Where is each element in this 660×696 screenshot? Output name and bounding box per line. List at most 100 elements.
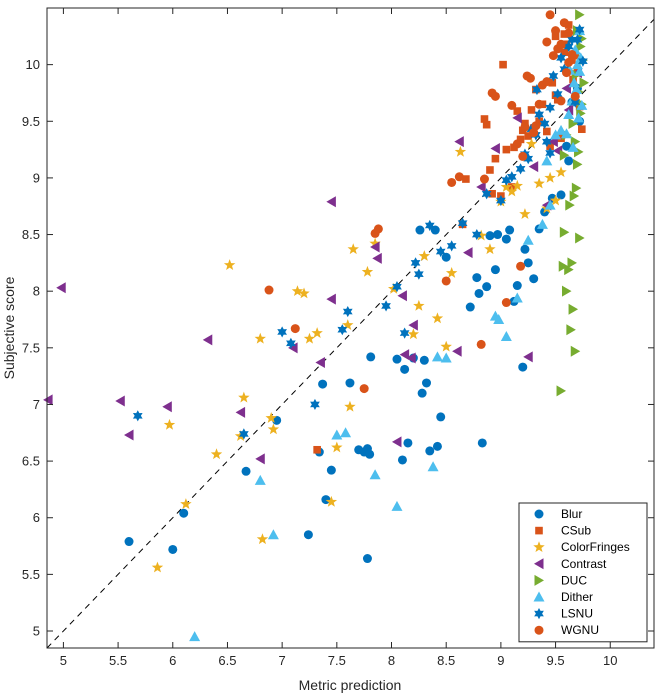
- point-dither: [573, 112, 585, 123]
- point-wgnu: [562, 68, 572, 78]
- point-blur: [518, 362, 528, 372]
- point-lsnu: [337, 324, 348, 336]
- point-wgnu: [290, 324, 300, 334]
- point-duc: [562, 285, 572, 297]
- point-lsnu: [574, 23, 585, 36]
- point-wgnu: [531, 121, 541, 131]
- point-csub: [513, 107, 522, 115]
- series-lsnu: [132, 23, 588, 440]
- point-contrast: [399, 349, 410, 361]
- legend-marker-duc: [534, 574, 544, 586]
- point-blur: [512, 281, 522, 291]
- point-dither: [555, 124, 567, 135]
- point-wgnu: [570, 91, 580, 101]
- point-colorfringes: [431, 312, 444, 324]
- point-dither: [550, 129, 562, 140]
- y-tick-label: 6.5: [22, 454, 40, 469]
- point-blur: [505, 225, 515, 235]
- point-wgnu: [542, 37, 552, 47]
- axis-ticks: 5 5.5 6 6.5 7 7.5 8 8.5 9 9.5 10 5 5.5 6 6.5 7 7.5 8 8.5 9 9…: [22, 8, 654, 668]
- point-wgnu: [516, 261, 526, 271]
- point-colorfringes: [303, 332, 316, 344]
- point-blur: [366, 352, 376, 362]
- legend-marker-blur: [534, 509, 544, 519]
- point-wgnu: [518, 151, 528, 161]
- point-blur: [417, 388, 427, 398]
- point-blur: [403, 438, 413, 448]
- point-colorfringes: [254, 332, 266, 344]
- point-blur: [441, 252, 451, 262]
- point-contrast: [372, 252, 382, 264]
- point-colorfringes: [369, 237, 381, 249]
- point-csub: [578, 125, 586, 134]
- point-dither: [541, 155, 553, 166]
- point-lsnu: [399, 327, 410, 339]
- point-contrast: [326, 196, 336, 208]
- point-blur: [168, 544, 178, 554]
- point-wgnu: [447, 177, 457, 187]
- point-lsnu: [435, 245, 446, 258]
- point-lsnu: [572, 34, 583, 46]
- x-tick-label: 7: [279, 653, 286, 668]
- point-lsnu: [381, 300, 391, 312]
- x-tick-label: 8: [388, 653, 395, 668]
- point-dither: [267, 529, 279, 540]
- point-dither: [427, 461, 439, 472]
- y-tick-label: 5: [33, 624, 40, 639]
- legend-box: [518, 502, 648, 643]
- point-blur: [419, 355, 429, 365]
- point-duc: [579, 77, 590, 89]
- point-blur: [326, 465, 336, 475]
- point-colorfringes: [325, 495, 338, 507]
- plot-frame: [46, 7, 655, 649]
- point-dither: [440, 352, 452, 363]
- point-colorfringes: [265, 412, 277, 423]
- point-duc: [567, 257, 577, 269]
- legend-marker-lsnu: [534, 608, 544, 620]
- point-dither: [544, 199, 556, 210]
- point-contrast: [370, 241, 380, 253]
- point-contrast: [452, 345, 462, 357]
- point-dither: [567, 141, 579, 152]
- point-colorfringes: [407, 328, 420, 340]
- point-colorfringes: [344, 400, 356, 412]
- point-contrast: [523, 351, 533, 363]
- point-duc: [566, 324, 576, 336]
- point-colorfringes: [342, 319, 354, 331]
- point-duc: [565, 199, 575, 211]
- point-duc: [570, 345, 581, 357]
- point-lsnu: [239, 428, 249, 440]
- point-contrast: [490, 142, 500, 154]
- point-colorfringes: [549, 194, 562, 206]
- point-colorfringes: [511, 179, 523, 191]
- point-contrast: [202, 334, 213, 346]
- x-axis-label: Metric prediction: [299, 677, 402, 693]
- point-csub: [462, 175, 470, 183]
- point-contrast: [56, 282, 66, 294]
- point-dither: [369, 469, 381, 480]
- point-colorfringes: [298, 287, 310, 299]
- point-dither: [563, 108, 575, 119]
- point-contrast: [288, 342, 298, 354]
- x-tick-label: 9.5: [547, 653, 565, 668]
- point-colorfringes: [506, 185, 518, 197]
- point-dither: [570, 84, 582, 95]
- point-dither: [568, 77, 580, 88]
- point-blur: [520, 244, 530, 254]
- point-lsnu: [578, 55, 588, 67]
- point-csub: [535, 117, 543, 126]
- point-wgnu: [542, 77, 552, 87]
- point-csub: [488, 189, 496, 198]
- point-wgnu: [373, 224, 383, 234]
- point-dither: [536, 218, 548, 229]
- point-blur: [425, 446, 435, 456]
- point-duc: [559, 226, 570, 238]
- point-colorfringes: [519, 208, 531, 220]
- point-wgnu: [507, 100, 517, 110]
- point-wgnu: [525, 73, 535, 83]
- point-colorfringes: [210, 448, 223, 460]
- point-blur: [485, 231, 495, 241]
- legend-label-contrast: Contrast: [561, 557, 607, 571]
- point-blur: [362, 554, 372, 564]
- point-colorfringes: [500, 180, 513, 192]
